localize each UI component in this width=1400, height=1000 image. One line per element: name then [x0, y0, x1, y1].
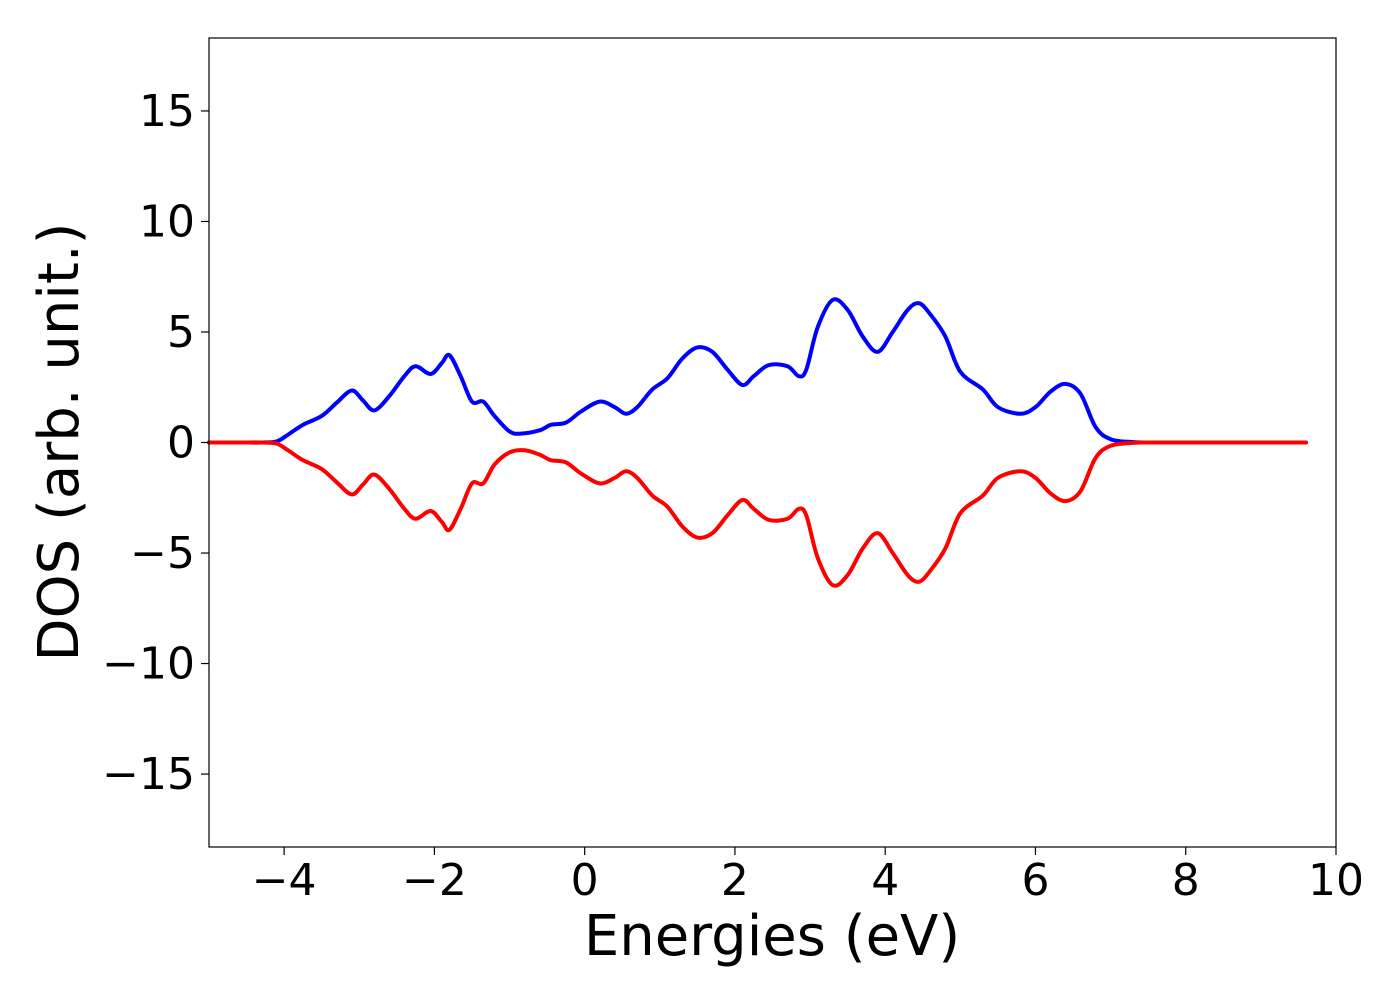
x-axis-label: Energies (eV) [584, 904, 960, 969]
x-tick-label: 8 [1172, 855, 1200, 906]
y-tick-label: 15 [139, 86, 195, 137]
x-tick-label: 6 [1021, 855, 1049, 906]
y-axis-ticks: 15 10 5 0 −5 −10 −15 [102, 86, 209, 800]
x-axis-ticks: −4 −2 0 2 4 6 8 10 [252, 847, 1364, 906]
series-line-2 [207, 440, 1308, 588]
x-tick-label: 2 [721, 855, 749, 906]
y-tick-label: −10 [102, 639, 195, 690]
y-tick-label: 10 [139, 196, 195, 247]
y-axis-label: DOS (arb. unit.) [27, 222, 92, 661]
series-line-1 [207, 297, 1308, 445]
y-tick-label: 0 [167, 418, 195, 469]
x-tick-label: −4 [252, 855, 317, 906]
x-tick-label: −2 [402, 855, 467, 906]
y-tick-label: −5 [130, 528, 195, 579]
x-tick-label: 0 [571, 855, 599, 906]
y-tick-label: 5 [167, 307, 195, 358]
x-tick-label: 4 [871, 855, 899, 906]
x-tick-label: 10 [1308, 855, 1364, 906]
series-layer [207, 297, 1308, 588]
y-tick-label: −15 [102, 749, 195, 800]
